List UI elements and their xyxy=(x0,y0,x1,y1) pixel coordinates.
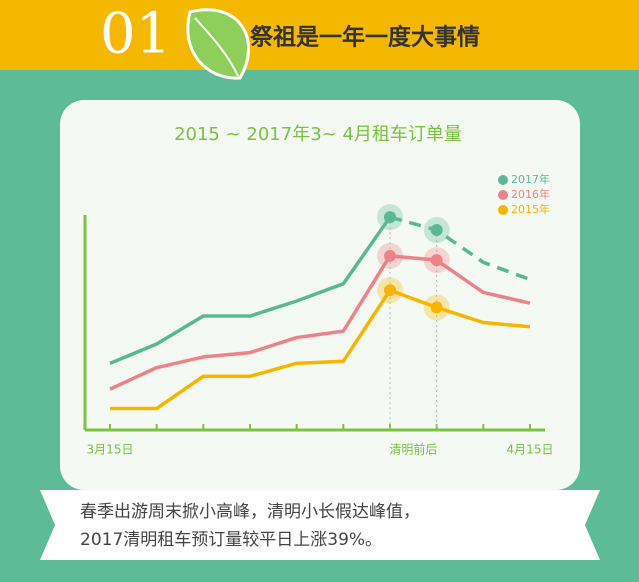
legend-label: 2017年 xyxy=(511,172,550,186)
caption-banner xyxy=(40,490,600,560)
chart-title: 2015 ~ 2017年3~ 4月租车订单量 xyxy=(174,124,462,145)
x-tick-label: 4月15日 xyxy=(507,443,554,457)
caption-line: 2017清明租车预订量较平日上涨39%。 xyxy=(80,530,382,550)
chart-card xyxy=(60,100,580,490)
header-band xyxy=(0,0,639,70)
point xyxy=(430,224,443,237)
legend-swatch xyxy=(498,190,508,200)
header-number: 01 xyxy=(100,2,171,67)
x-tick-label: 清明前后 xyxy=(389,442,437,457)
series-line xyxy=(109,254,531,391)
leaf-icon xyxy=(186,8,250,80)
series-line xyxy=(109,216,392,365)
point xyxy=(384,249,396,262)
legend-swatch xyxy=(498,205,508,215)
caption-line: 春季出游周末掀小高峰，清明小长假达峰值， xyxy=(80,502,420,522)
series-line xyxy=(110,288,531,411)
legend-label: 2016年 xyxy=(511,187,550,201)
point xyxy=(384,211,396,224)
x-tick-label: 3月15日 xyxy=(87,443,134,457)
point xyxy=(430,301,443,314)
header-title: 祭祖是一年一度大事情 xyxy=(249,24,480,51)
legend-label: 2015年 xyxy=(511,202,550,216)
series-line-dashed xyxy=(389,215,531,282)
point xyxy=(384,284,396,297)
point xyxy=(430,254,443,267)
legend-swatch xyxy=(498,175,508,185)
